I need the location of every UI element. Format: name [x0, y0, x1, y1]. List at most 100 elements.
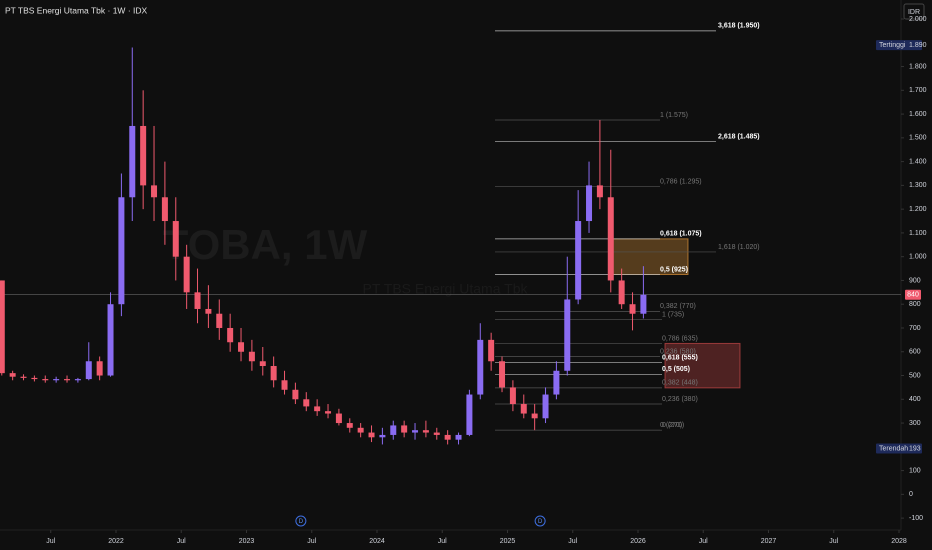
y-tick-label: 300: [909, 420, 921, 427]
last-price-tag: [905, 289, 921, 300]
candle-body: [314, 406, 321, 412]
candle-body: [129, 125, 136, 198]
candle-body: [248, 351, 255, 362]
x-tick-label: 2025: [500, 538, 516, 545]
candle-body: [520, 404, 527, 414]
extreme-tag: [876, 40, 922, 51]
last-price-label: 840: [907, 292, 919, 299]
fib-label: 0 (270): [662, 422, 684, 429]
candle-body: [42, 379, 49, 381]
candle-body: [292, 389, 299, 400]
candle-body: [379, 434, 386, 438]
fib-label: 0,786 (635): [662, 335, 698, 342]
x-tick-label: 2022: [108, 538, 124, 545]
candle-body: [444, 434, 451, 440]
x-tick-label: Jul: [699, 538, 708, 545]
candle-body: [412, 430, 419, 433]
candle-body: [596, 185, 603, 198]
x-tick-label: Jul: [46, 538, 55, 545]
candle-body: [618, 280, 625, 305]
fib-label: 0,618 (555): [662, 354, 698, 361]
fib-label: 0,618 (1.075): [660, 231, 702, 238]
candle-body: [629, 304, 636, 314]
x-tick-label: 2028: [891, 538, 907, 545]
candle-body: [183, 256, 190, 293]
fib-label: 1 (735): [662, 312, 684, 319]
fib-label: 0,382 (448): [662, 380, 698, 387]
candle-body: [74, 379, 81, 381]
currency-button[interactable]: [903, 3, 925, 20]
candle-body: [401, 425, 408, 433]
candle-body: [542, 394, 549, 419]
y-tick-label: -100: [909, 515, 923, 522]
chart-title: PT TBS Energi Utama Tbk · 1W · IDX: [5, 5, 148, 15]
candle-body: [161, 197, 168, 222]
candle-body: [118, 197, 125, 305]
fib-label: 0,786 (1.295): [660, 178, 702, 185]
fib-label: 2,618 (1.485): [718, 133, 760, 140]
x-tick-label: 2023: [239, 538, 255, 545]
fib-label: 0 (270): [660, 422, 682, 429]
extreme-tag-value: 1.890: [909, 42, 927, 49]
y-tick-label: 1.600: [909, 111, 927, 118]
candle-body: [303, 399, 310, 407]
y-tick-label: 100: [909, 467, 921, 474]
fib-label: 0,5 (505): [662, 366, 690, 373]
extreme-tag: [876, 443, 922, 454]
candle-body: [85, 361, 92, 380]
dividend-marker[interactable]: [295, 515, 307, 527]
x-tick-label: Jul: [438, 538, 447, 545]
y-tick-label: 700: [909, 325, 921, 332]
y-tick-label: 400: [909, 396, 921, 403]
candle-body: [140, 125, 147, 186]
candle-body: [586, 185, 593, 222]
y-tick-label: 1.800: [909, 63, 927, 70]
candle-body: [357, 427, 364, 433]
candle-body: [368, 432, 375, 438]
candle-body: [216, 313, 223, 328]
fib-label: 3,618 (1.950): [718, 23, 760, 30]
y-tick-label: 2.000: [909, 16, 927, 23]
currency-label[interactable]: IDR: [908, 9, 920, 16]
candle-body: [0, 280, 5, 374]
dividend-label[interactable]: D: [538, 519, 543, 525]
x-tick-label: Jul: [829, 538, 838, 545]
candle-body: [499, 361, 506, 388]
candle-body: [31, 377, 38, 380]
zone: [664, 342, 741, 389]
candle-body: [205, 308, 212, 314]
fib-label: 0,236 (580): [660, 348, 696, 355]
dividend-marker[interactable]: [534, 515, 546, 527]
candle-body: [172, 221, 179, 257]
dividend-label[interactable]: D: [299, 519, 304, 525]
x-tick-label: Jul: [568, 538, 577, 545]
candle-body: [455, 434, 462, 440]
x-tick-label: Jul: [307, 538, 316, 545]
extreme-tag-name: Terendah: [879, 445, 908, 452]
fib-label: 1 (1.575): [660, 112, 688, 119]
candle-body: [227, 327, 234, 343]
candle-body: [9, 373, 16, 377]
extreme-tag-value: 193: [909, 445, 921, 452]
candle-body: [607, 197, 614, 281]
y-tick-label: 600: [909, 349, 921, 356]
fib-label: 0,5 (925): [660, 266, 688, 273]
candle-body: [509, 387, 516, 405]
y-tick-label: 1.200: [909, 206, 927, 213]
candle-body: [488, 339, 495, 362]
y-tick-label: 1.400: [909, 158, 927, 165]
candle-body: [270, 366, 277, 381]
candle-body: [531, 413, 538, 419]
fib-label: 1,618 (1.020): [718, 244, 760, 251]
candle-body: [477, 339, 484, 395]
watermark-subtitle: PT TBS Energi Utama Tbk: [363, 281, 529, 297]
candle-body: [107, 304, 114, 376]
x-tick-label: 2024: [369, 538, 385, 545]
candle-body: [53, 379, 60, 381]
y-tick-label: 1.500: [909, 135, 927, 142]
watermark: TOBA, 1W: [163, 221, 368, 268]
candle-body: [640, 294, 647, 314]
